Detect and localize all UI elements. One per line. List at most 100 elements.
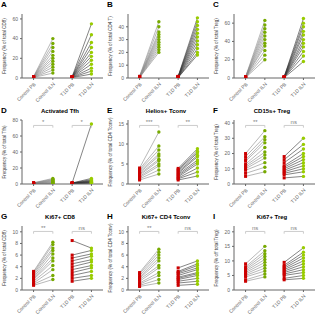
svg-text:**: ** xyxy=(185,119,190,125)
svg-text:T1D PB: T1D PB xyxy=(271,81,288,98)
svg-text:T1D PB: T1D PB xyxy=(165,81,182,98)
svg-text:ns: ns xyxy=(291,119,297,125)
svg-text:Control PB: Control PB xyxy=(227,187,249,209)
svg-text:T1D PB: T1D PB xyxy=(59,81,76,98)
svg-text:**: ** xyxy=(253,119,258,125)
svg-text:Control PB: Control PB xyxy=(121,293,143,315)
html-text:A: A xyxy=(1,0,7,9)
svg-text:Control ILN: Control ILN xyxy=(140,81,162,103)
svg-text:0: 0 xyxy=(121,75,124,81)
svg-text:20: 20 xyxy=(12,165,18,171)
html-text:D: D xyxy=(1,106,7,115)
svg-text:Control PB: Control PB xyxy=(15,81,37,103)
svg-text:ns: ns xyxy=(252,225,258,231)
svg-text:40: 40 xyxy=(12,149,18,155)
svg-text:10: 10 xyxy=(12,229,18,235)
svg-text:T1D ILN: T1D ILN xyxy=(77,293,95,311)
svg-text:T1D PB: T1D PB xyxy=(59,293,76,310)
svg-text:20: 20 xyxy=(224,56,230,62)
svg-text:80: 80 xyxy=(12,117,18,123)
svg-text:Control ILN: Control ILN xyxy=(34,187,56,209)
svg-text:0: 0 xyxy=(121,287,124,293)
svg-text:20: 20 xyxy=(118,49,124,55)
svg-text:T1D ILN: T1D ILN xyxy=(183,293,201,311)
svg-text:30: 30 xyxy=(224,135,230,141)
svg-text:5: 5 xyxy=(227,272,230,278)
svg-text:ns: ns xyxy=(291,225,297,231)
html-text:Frequency (% of total Treg): Frequency (% of total Treg) xyxy=(213,18,219,74)
svg-text:T1D ILN: T1D ILN xyxy=(289,293,307,311)
svg-text:20: 20 xyxy=(224,229,230,235)
html-text:C: C xyxy=(213,0,219,9)
svg-text:4: 4 xyxy=(121,264,124,270)
svg-text:10: 10 xyxy=(224,258,230,264)
svg-text:Control PB: Control PB xyxy=(15,293,37,315)
svg-text:Control ILN: Control ILN xyxy=(246,293,268,315)
svg-text:0: 0 xyxy=(227,181,230,187)
svg-text:30: 30 xyxy=(118,36,124,42)
svg-text:T1D ILN: T1D ILN xyxy=(183,187,201,205)
svg-text:**: ** xyxy=(41,225,46,231)
svg-text:Control ILN: Control ILN xyxy=(140,293,162,315)
svg-text:10: 10 xyxy=(118,62,124,68)
svg-text:0: 0 xyxy=(121,181,124,187)
svg-text:10: 10 xyxy=(118,229,124,235)
svg-text:T1D PB: T1D PB xyxy=(59,187,76,204)
svg-text:6: 6 xyxy=(121,252,124,258)
svg-text:Control ILN: Control ILN xyxy=(246,81,268,103)
svg-text:60: 60 xyxy=(12,133,18,139)
svg-text:0: 0 xyxy=(15,287,18,293)
svg-text:5: 5 xyxy=(121,161,124,167)
svg-text:T1D PB: T1D PB xyxy=(271,187,288,204)
svg-text:0: 0 xyxy=(227,75,230,81)
svg-text:T1D ILN: T1D ILN xyxy=(183,81,201,99)
svg-text:T1D ILN: T1D ILN xyxy=(289,81,307,99)
svg-text:Control PB: Control PB xyxy=(121,187,143,209)
svg-text:*: * xyxy=(42,119,45,125)
svg-text:20: 20 xyxy=(12,55,18,61)
html-text:Frequency (% of total CD4 T): Frequency (% of total CD4 T) xyxy=(107,16,113,76)
svg-text:60: 60 xyxy=(12,16,18,22)
svg-text:40: 40 xyxy=(118,24,124,30)
html-text:B: B xyxy=(107,0,113,9)
svg-text:T1D ILN: T1D ILN xyxy=(77,81,95,99)
svg-text:T1D PB: T1D PB xyxy=(165,187,182,204)
svg-text:2: 2 xyxy=(15,275,18,281)
svg-text:60: 60 xyxy=(224,20,230,26)
html-text:Frequency (% of total CD8): Frequency (% of total CD8) xyxy=(1,18,7,74)
svg-text:Control ILN: Control ILN xyxy=(140,187,162,209)
svg-text:20: 20 xyxy=(224,150,230,156)
svg-text:T1D PB: T1D PB xyxy=(165,293,182,310)
svg-text:15: 15 xyxy=(118,121,124,127)
svg-text:15: 15 xyxy=(224,243,230,249)
svg-text:0: 0 xyxy=(15,75,18,81)
svg-text:0: 0 xyxy=(15,181,18,187)
svg-text:*: * xyxy=(81,119,84,125)
svg-text:2: 2 xyxy=(121,275,124,281)
svg-text:Control PB: Control PB xyxy=(227,293,249,315)
html-text:G: G xyxy=(1,212,8,221)
svg-text:6: 6 xyxy=(15,252,18,258)
svg-text:0: 0 xyxy=(227,287,230,293)
svg-text:Control ILN: Control ILN xyxy=(34,293,56,315)
svg-text:ns: ns xyxy=(79,225,85,231)
svg-text:40: 40 xyxy=(224,38,230,44)
svg-text:4: 4 xyxy=(15,264,18,270)
svg-text:Control ILN: Control ILN xyxy=(246,187,268,209)
svg-text:Control ILN: Control ILN xyxy=(34,81,56,103)
svg-text:10: 10 xyxy=(118,141,124,147)
svg-text:10: 10 xyxy=(224,166,230,172)
svg-text:40: 40 xyxy=(224,120,230,126)
svg-text:T1D ILN: T1D ILN xyxy=(77,187,95,205)
svg-text:40: 40 xyxy=(12,35,18,41)
svg-text:ns: ns xyxy=(185,225,191,231)
svg-text:T1D ILN: T1D ILN xyxy=(289,187,307,205)
svg-text:8: 8 xyxy=(15,240,18,246)
svg-text:8: 8 xyxy=(121,240,124,246)
svg-text:**: ** xyxy=(147,225,152,231)
svg-text:Control PB: Control PB xyxy=(227,81,249,103)
svg-text:***: *** xyxy=(146,119,154,125)
svg-text:Control PB: Control PB xyxy=(121,81,143,103)
svg-text:Control PB: Control PB xyxy=(15,187,37,209)
svg-text:T1D PB: T1D PB xyxy=(271,293,288,310)
